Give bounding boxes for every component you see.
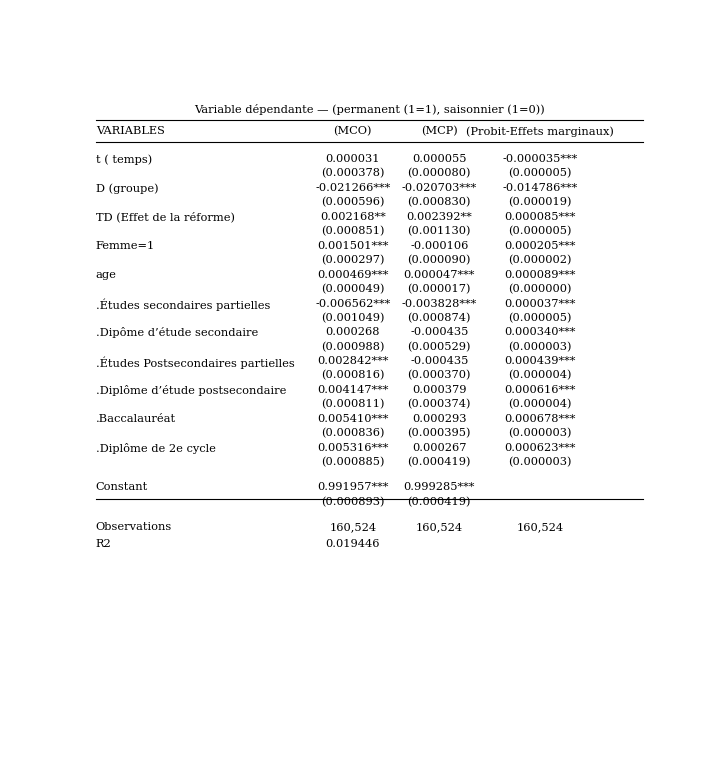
Text: .Baccalauréat: .Baccalauréat [96, 414, 176, 424]
Text: 0.002168**: 0.002168** [320, 212, 386, 222]
Text: -0.000435: -0.000435 [410, 327, 469, 337]
Text: .Études Postsecondaires partielles: .Études Postsecondaires partielles [96, 356, 294, 369]
Text: -0.000435: -0.000435 [410, 356, 469, 366]
Text: 0.000469***: 0.000469*** [317, 270, 389, 280]
Text: (0.000596): (0.000596) [321, 197, 384, 207]
Text: (0.000000): (0.000000) [508, 284, 572, 295]
Text: 160,524: 160,524 [416, 522, 463, 532]
Text: (0.000830): (0.000830) [407, 197, 471, 207]
Text: 0.000267: 0.000267 [412, 443, 466, 453]
Text: 0.000379: 0.000379 [412, 385, 466, 396]
Text: Constant: Constant [96, 483, 148, 493]
Text: (0.000005): (0.000005) [508, 168, 572, 179]
Text: 0.000616***: 0.000616*** [504, 385, 575, 396]
Text: 0.005410***: 0.005410*** [317, 414, 389, 424]
Text: 0.000268: 0.000268 [325, 327, 380, 337]
Text: -0.000035***: -0.000035*** [503, 155, 578, 164]
Text: 0.001501***: 0.001501*** [317, 241, 389, 251]
Text: 0.000031: 0.000031 [325, 155, 380, 164]
Text: 0.000439***: 0.000439*** [504, 356, 575, 366]
Text: (Probit-Effets marginaux): (Probit-Effets marginaux) [466, 126, 614, 136]
Text: (0.000003): (0.000003) [508, 341, 572, 352]
Text: 0.999285***: 0.999285*** [404, 483, 475, 493]
Text: 0.005316***: 0.005316*** [317, 443, 389, 453]
Text: (0.000003): (0.000003) [508, 457, 572, 467]
Text: (0.000297): (0.000297) [321, 255, 384, 265]
Text: .Diplôme de 2e cycle: .Diplôme de 2e cycle [96, 443, 216, 454]
Text: 0.000055: 0.000055 [412, 155, 466, 164]
Text: (0.000816): (0.000816) [321, 370, 384, 381]
Text: (0.000419): (0.000419) [407, 496, 471, 506]
Text: -0.006562***: -0.006562*** [315, 298, 390, 308]
Text: 0.000047***: 0.000047*** [404, 270, 475, 280]
Text: (0.000893): (0.000893) [321, 496, 384, 506]
Text: 0.991957***: 0.991957*** [317, 483, 389, 493]
Text: t ( temps): t ( temps) [96, 155, 152, 164]
Text: (MCP): (MCP) [421, 126, 458, 136]
Text: 0.000205***: 0.000205*** [504, 241, 575, 251]
Text: D (groupe): D (groupe) [96, 183, 159, 194]
Text: (0.001130): (0.001130) [407, 226, 471, 236]
Text: (0.000002): (0.000002) [508, 255, 572, 265]
Text: (0.000019): (0.000019) [508, 197, 572, 207]
Text: TD (Effet de la réforme): TD (Effet de la réforme) [96, 212, 235, 223]
Text: (0.001049): (0.001049) [321, 313, 384, 323]
Text: (0.000017): (0.000017) [407, 284, 471, 295]
Text: -0.020703***: -0.020703*** [402, 183, 477, 193]
Text: 0.000623***: 0.000623*** [504, 443, 575, 453]
Text: (0.000374): (0.000374) [407, 399, 471, 409]
Text: 0.002842***: 0.002842*** [317, 356, 389, 366]
Text: (0.000090): (0.000090) [407, 255, 471, 265]
Text: -0.000106: -0.000106 [410, 241, 469, 251]
Text: (0.000885): (0.000885) [321, 457, 384, 467]
Text: VARIABLES: VARIABLES [96, 126, 164, 136]
Text: (0.000005): (0.000005) [508, 226, 572, 236]
Text: .Dipôme d’étude secondaire: .Dipôme d’étude secondaire [96, 327, 258, 338]
Text: (0.000003): (0.000003) [508, 428, 572, 438]
Text: 0.000085***: 0.000085*** [504, 212, 575, 222]
Text: Variable dépendante — (permanent (1=1), saisonnier (1=0)): Variable dépendante — (permanent (1=1), … [194, 103, 545, 115]
Text: R2: R2 [96, 539, 112, 549]
Text: 160,524: 160,524 [516, 522, 564, 532]
Text: (0.000004): (0.000004) [508, 399, 572, 409]
Text: -0.003828***: -0.003828*** [402, 298, 477, 308]
Text: 0.002392**: 0.002392** [407, 212, 472, 222]
Text: 0.000089***: 0.000089*** [504, 270, 575, 280]
Text: .Études secondaires partielles: .Études secondaires partielles [96, 298, 270, 311]
Text: (MCO): (MCO) [334, 126, 372, 136]
Text: 0.004147***: 0.004147*** [317, 385, 389, 396]
Text: (0.000836): (0.000836) [321, 428, 384, 438]
Text: (0.000529): (0.000529) [407, 341, 471, 352]
Text: 160,524: 160,524 [329, 522, 376, 532]
Text: (0.000370): (0.000370) [407, 370, 471, 381]
Text: (0.000080): (0.000080) [407, 168, 471, 179]
Text: 0.000037***: 0.000037*** [504, 298, 575, 308]
Text: (0.000874): (0.000874) [407, 313, 471, 323]
Text: (0.000378): (0.000378) [321, 168, 384, 179]
Text: (0.000395): (0.000395) [407, 428, 471, 438]
Text: .Diplôme d’étude postsecondaire: .Diplôme d’étude postsecondaire [96, 385, 286, 396]
Text: (0.000851): (0.000851) [321, 226, 384, 236]
Text: -0.021266***: -0.021266*** [315, 183, 390, 193]
Text: (0.000811): (0.000811) [321, 399, 384, 409]
Text: -0.014786***: -0.014786*** [503, 183, 578, 193]
Text: Observations: Observations [96, 522, 172, 532]
Text: (0.000419): (0.000419) [407, 457, 471, 467]
Text: age: age [96, 270, 117, 280]
Text: (0.000005): (0.000005) [508, 313, 572, 323]
Text: (0.000049): (0.000049) [321, 284, 384, 295]
Text: 0.000340***: 0.000340*** [504, 327, 575, 337]
Text: 0.000678***: 0.000678*** [504, 414, 575, 424]
Text: (0.000988): (0.000988) [321, 341, 384, 352]
Text: 0.000293: 0.000293 [412, 414, 466, 424]
Text: 0.019446: 0.019446 [325, 539, 380, 549]
Text: (0.000004): (0.000004) [508, 370, 572, 381]
Text: Femme=1: Femme=1 [96, 241, 155, 251]
